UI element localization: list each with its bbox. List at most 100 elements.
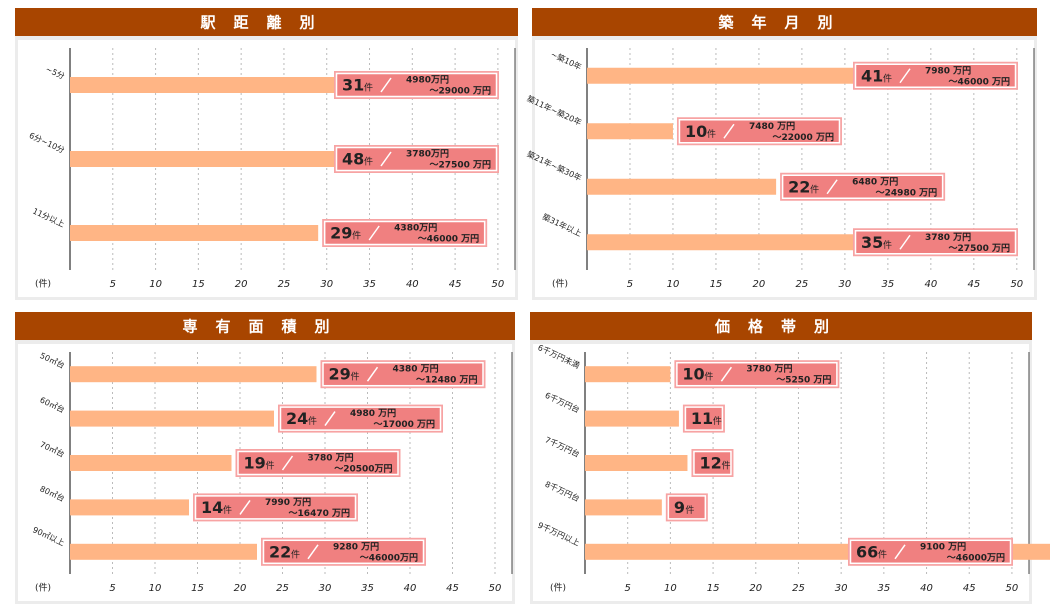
- count-label: 48: [342, 150, 364, 169]
- bar: [587, 234, 888, 251]
- x-tick-label: 45: [446, 583, 459, 594]
- bar: [70, 77, 336, 93]
- x-tick-label: 20: [235, 279, 248, 290]
- count-label: 29: [330, 224, 352, 243]
- price-to: ～22000 万円: [773, 132, 834, 143]
- panel-header: [532, 8, 1037, 36]
- x-tick-label: 35: [881, 279, 894, 290]
- price-to: ～46000 万円: [418, 234, 479, 245]
- label-box: [279, 406, 442, 431]
- price-to: ～12480 万円: [416, 375, 477, 386]
- x-axis-label: (件): [35, 582, 51, 594]
- x-tick-label: 45: [449, 279, 462, 290]
- x-tick-label: 35: [363, 279, 376, 290]
- x-axis-label: (件): [550, 582, 566, 594]
- slash: [239, 499, 251, 515]
- label-box: [693, 450, 732, 476]
- price-from: 7980 万円: [925, 65, 971, 76]
- price-to: ～16470 万円: [289, 508, 350, 519]
- price-from: 6480 万円: [852, 176, 898, 187]
- price-from: 3780万円: [406, 149, 449, 160]
- slash: [368, 225, 380, 241]
- panel-title: 築年月別: [717, 14, 850, 32]
- count-label: 31: [342, 76, 364, 95]
- label-box: [854, 230, 1017, 255]
- panel-title: 価格帯別: [714, 318, 847, 336]
- x-tick-label: 10: [664, 583, 677, 594]
- price-to: ～24980 万円: [876, 187, 937, 198]
- label-box: [262, 539, 425, 565]
- bar: [70, 225, 319, 241]
- count-label: 22: [269, 542, 291, 561]
- bar: [587, 178, 777, 195]
- price-from: 4980万円: [406, 75, 449, 86]
- label-box: [194, 495, 357, 520]
- count-unit: 件: [713, 415, 722, 427]
- label-box: [676, 361, 838, 387]
- price-from: 7990 万円: [265, 497, 311, 508]
- panel-header: [15, 312, 515, 340]
- count-unit: 件: [883, 72, 892, 84]
- price-from: 9280 万円: [333, 541, 379, 552]
- slash: [899, 68, 911, 84]
- panel-title: 駅距離別: [199, 14, 332, 32]
- x-tick-label: 15: [710, 279, 723, 290]
- count-unit: 件: [291, 548, 300, 560]
- count-unit: 件: [707, 128, 716, 140]
- slash: [380, 77, 392, 93]
- x-tick-label: 5: [627, 279, 633, 290]
- x-tick-label: 25: [792, 583, 805, 594]
- label-box: [667, 495, 707, 520]
- x-tick-label: 10: [149, 583, 162, 594]
- x-tick-label: 45: [967, 279, 980, 290]
- label-box: [237, 450, 399, 476]
- count-label: 9: [674, 498, 685, 517]
- bar: [70, 455, 232, 471]
- label-box: [684, 406, 724, 431]
- label-box: [335, 146, 498, 172]
- count-unit: 件: [878, 548, 887, 560]
- slash: [894, 544, 906, 560]
- label-box: [781, 174, 944, 199]
- x-tick-label: 50: [492, 279, 505, 290]
- x-axis-label: (件): [35, 278, 51, 290]
- x-axis-label: (件): [552, 278, 568, 290]
- label-box: [322, 361, 484, 387]
- x-tick-label: 40: [924, 279, 937, 290]
- bar: [70, 366, 317, 383]
- count-label: 66: [856, 542, 878, 561]
- price-from: 3780 万円: [746, 364, 792, 375]
- count-unit: 件: [308, 415, 317, 427]
- price-to: ～20500万円: [334, 464, 392, 475]
- panel-title: 専有面積別: [182, 318, 347, 336]
- count-label: 29: [329, 365, 351, 384]
- bar: [585, 366, 671, 383]
- x-tick-label: 10: [667, 279, 680, 290]
- x-tick-label: 15: [707, 583, 720, 594]
- slash: [324, 411, 336, 427]
- count-label: 35: [861, 233, 883, 252]
- count-unit: 件: [351, 371, 360, 383]
- bar: [587, 123, 673, 140]
- label-box: [323, 220, 486, 246]
- slash: [307, 544, 319, 560]
- count-unit: 件: [704, 371, 713, 383]
- count-unit: 件: [685, 504, 694, 516]
- x-tick-label: 25: [278, 279, 291, 290]
- x-tick-label: 15: [192, 279, 205, 290]
- panel-header: [530, 312, 1032, 340]
- x-tick-label: 40: [920, 583, 933, 594]
- price-from: 7480 万円: [749, 121, 795, 132]
- x-tick-label: 40: [404, 583, 417, 594]
- price-from: 4380万円: [394, 223, 437, 234]
- label-box: [849, 539, 1012, 565]
- x-tick-label: 50: [1006, 583, 1019, 594]
- count-label: 19: [244, 454, 266, 473]
- x-tick-label: 25: [796, 279, 809, 290]
- count-label: 24: [286, 409, 308, 428]
- slash: [720, 366, 732, 382]
- price-to: ～46000 万円: [949, 76, 1010, 87]
- x-tick-label: 40: [406, 279, 419, 290]
- price-to: ～27500 万円: [430, 160, 491, 171]
